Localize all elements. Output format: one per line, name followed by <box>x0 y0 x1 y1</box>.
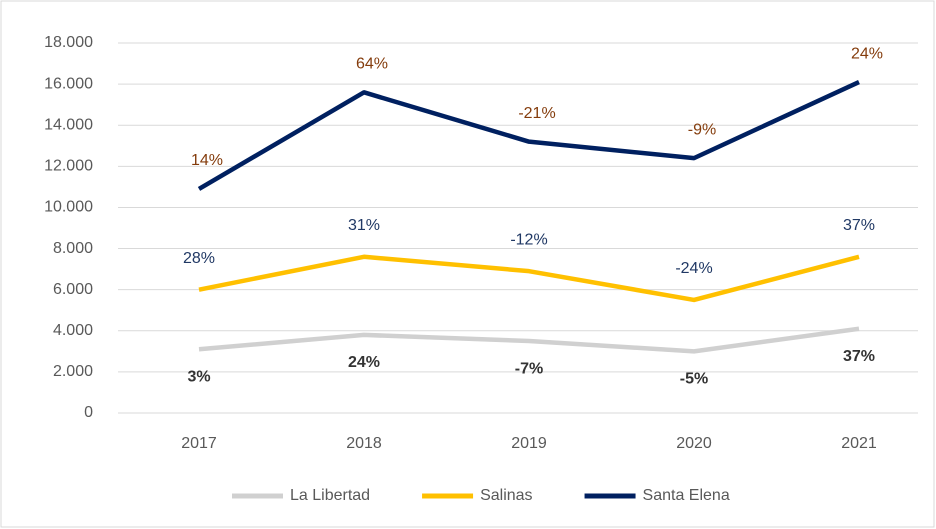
y-tick-label: 18.000 <box>44 34 93 51</box>
annotation: 24% <box>851 45 883 62</box>
y-tick-label: 12.000 <box>44 158 93 175</box>
x-tick-label: 2021 <box>841 435 877 452</box>
series-line <box>198 326 860 354</box>
annotation: -9% <box>688 121 716 138</box>
annotation: -7% <box>515 360 543 377</box>
y-tick-label: 10.000 <box>44 199 93 216</box>
annotation: 64% <box>356 56 388 73</box>
annotation: -24% <box>675 260 712 277</box>
annotation: -21% <box>518 105 555 122</box>
annotation: 28% <box>183 250 215 267</box>
y-tick-label: 8.000 <box>53 240 93 257</box>
y-tick-label: 4.000 <box>53 322 93 339</box>
annotation: 37% <box>843 217 875 234</box>
x-tick-label: 2018 <box>346 435 382 452</box>
annotation: -5% <box>680 371 708 388</box>
x-tick-label: 2020 <box>676 435 712 452</box>
annotation: -12% <box>510 231 547 248</box>
legend-label: Santa Elena <box>643 487 730 504</box>
y-tick-label: 6.000 <box>53 281 93 298</box>
y-tick-label: 16.000 <box>44 75 93 92</box>
legend-label: Salinas <box>480 487 532 504</box>
annotation: 24% <box>348 354 380 371</box>
y-tick-label: 2.000 <box>53 363 93 380</box>
annotation: 31% <box>348 217 380 234</box>
x-tick-label: 2019 <box>511 435 547 452</box>
annotation: 3% <box>187 368 210 385</box>
annotation: 14% <box>191 152 223 169</box>
y-tick-label: 14.000 <box>44 116 93 133</box>
legend-label: La Libertad <box>290 487 370 504</box>
series-line <box>198 254 860 303</box>
annotation: 37% <box>843 348 875 365</box>
y-tick-label: 0 <box>84 404 93 421</box>
x-tick-label: 2017 <box>181 435 217 452</box>
series-line <box>197 80 860 191</box>
